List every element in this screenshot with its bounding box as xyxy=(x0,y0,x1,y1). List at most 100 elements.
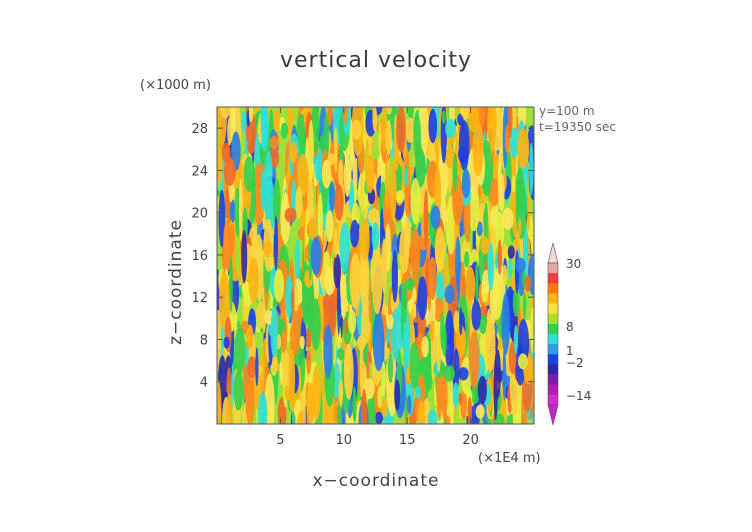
field-streak xyxy=(381,107,387,154)
field-streak xyxy=(480,236,490,255)
colorbar-upper-extension xyxy=(547,242,559,264)
field-streak xyxy=(325,210,334,243)
field-streak xyxy=(368,288,372,324)
field-streak xyxy=(441,370,448,421)
field-streak xyxy=(404,167,408,187)
field-streak xyxy=(327,107,333,127)
field-streak xyxy=(321,159,332,189)
field-streak xyxy=(223,157,236,187)
field-streak xyxy=(517,128,530,169)
colorbar-label: 8 xyxy=(566,320,574,334)
velocity-field xyxy=(217,107,534,424)
field-streak xyxy=(308,233,313,281)
field-streak xyxy=(269,135,279,150)
field-streak xyxy=(333,253,342,289)
annotation-y-position: y=100 m xyxy=(539,104,595,118)
colorbar-segment xyxy=(548,313,558,325)
field-streak xyxy=(307,172,314,224)
field-streak xyxy=(343,107,348,126)
field-streak xyxy=(371,221,380,251)
field-streak xyxy=(493,361,498,421)
field-streak xyxy=(453,152,458,193)
y-tick-label: 12 xyxy=(191,291,208,306)
field-streak xyxy=(291,310,300,326)
field-streak xyxy=(478,314,488,334)
field-streak xyxy=(472,120,484,177)
field-streak xyxy=(507,245,515,259)
field-streak xyxy=(518,353,528,370)
field-streak xyxy=(459,307,463,336)
field-streak xyxy=(296,113,307,159)
field-streak xyxy=(260,169,267,212)
field-streak xyxy=(530,307,534,354)
field-streak xyxy=(434,226,445,272)
field-streak xyxy=(494,413,505,424)
field-streak xyxy=(231,268,240,282)
field-streak xyxy=(343,155,351,197)
field-streak xyxy=(273,108,280,133)
field-streak xyxy=(467,396,472,424)
field-streak xyxy=(247,356,257,379)
field-streak xyxy=(417,276,428,321)
colorbar-lower-extension xyxy=(547,404,559,426)
field-streak xyxy=(220,107,231,119)
colorbar-segment xyxy=(548,344,558,355)
field-streak xyxy=(507,107,513,139)
field-streak xyxy=(280,122,289,139)
colorbar-segment xyxy=(548,374,558,386)
y-tick-label: 20 xyxy=(191,207,208,222)
field-streak xyxy=(403,310,411,368)
field-streak xyxy=(229,255,233,313)
field-streak xyxy=(257,392,268,424)
y-axis-multiplier: (×1000 m) xyxy=(140,78,211,93)
field-streak xyxy=(501,293,510,355)
field-streak xyxy=(509,127,520,158)
field-streak xyxy=(372,257,383,315)
field-streak xyxy=(308,216,318,241)
field-streak xyxy=(297,154,309,197)
x-axis-label: x−coordinate xyxy=(312,471,440,491)
field-streak xyxy=(372,107,377,132)
field-streak xyxy=(310,298,321,351)
field-streak xyxy=(285,275,294,319)
field-streak xyxy=(306,348,312,375)
field-streak xyxy=(239,178,243,242)
colorbar-segment xyxy=(548,384,558,396)
field-streak xyxy=(339,222,350,274)
field-streak xyxy=(351,119,362,140)
field-streak xyxy=(444,147,456,169)
annotation-time: t=19350 sec xyxy=(539,120,616,134)
field-streak xyxy=(391,250,398,303)
field-streak xyxy=(488,177,501,207)
field-streak xyxy=(217,145,223,185)
field-streak xyxy=(418,401,425,424)
field-streak xyxy=(274,215,278,272)
field-streak xyxy=(404,117,416,143)
field-streak xyxy=(288,348,296,407)
field-streak xyxy=(518,219,522,237)
field-streak xyxy=(443,365,455,382)
field-streak xyxy=(476,221,483,237)
x-axis-ticks: 5 10 15 20 xyxy=(276,107,479,448)
field-streak xyxy=(245,377,255,424)
field-streak xyxy=(381,361,386,397)
field-streak xyxy=(218,189,226,248)
field-streak xyxy=(513,324,518,355)
field-streak xyxy=(444,284,455,304)
field-streak xyxy=(363,378,375,400)
field-streak xyxy=(415,385,422,400)
field-streak xyxy=(218,272,231,331)
field-streak xyxy=(255,347,259,387)
colorbar-frame xyxy=(547,262,559,406)
field-streak xyxy=(377,385,383,409)
field-streak xyxy=(359,248,370,312)
field-streak xyxy=(413,113,422,164)
colorbar-segment xyxy=(548,323,558,335)
field-streak xyxy=(272,178,281,228)
colorbar-label: −2 xyxy=(566,356,584,370)
field-streak xyxy=(223,336,230,349)
field-streak xyxy=(337,348,345,361)
colorbar-segment xyxy=(548,303,558,315)
field-streak xyxy=(299,335,305,349)
